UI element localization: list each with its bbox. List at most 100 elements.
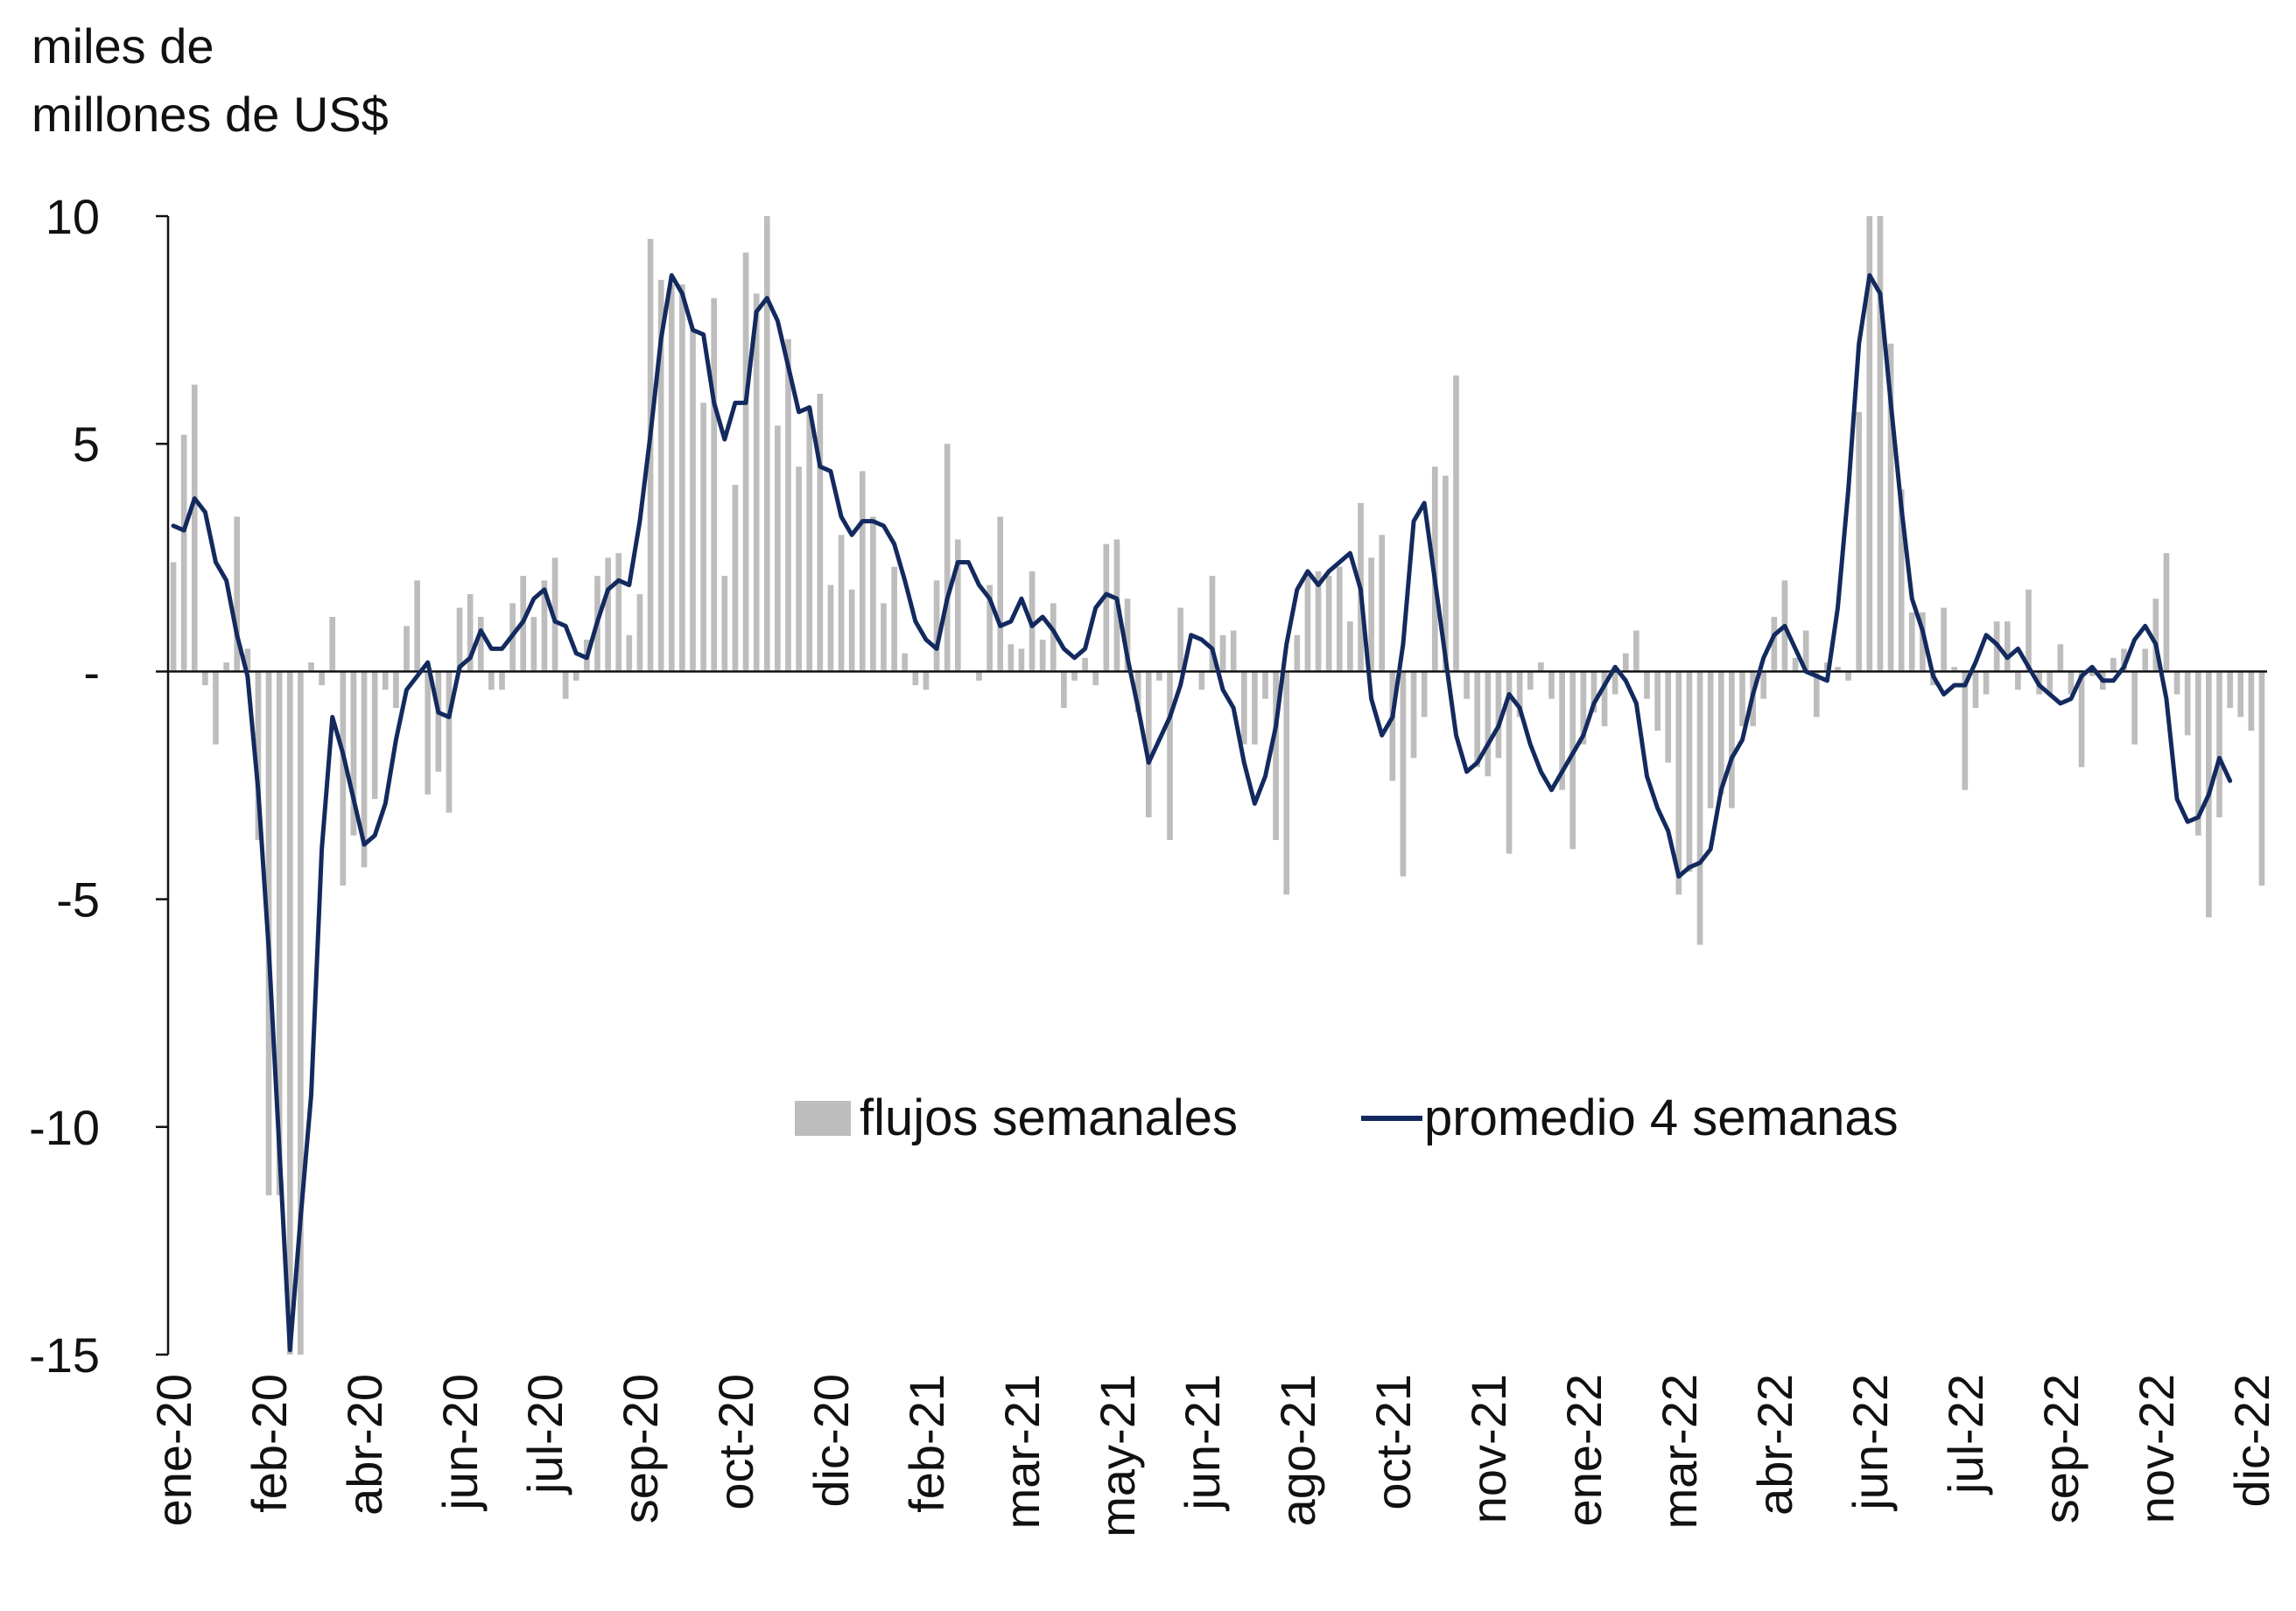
x-tick-label: oct-21 [1366,1374,1421,1510]
bar [1611,671,1618,695]
bar [1485,671,1492,777]
bar [1124,599,1131,672]
bar [1230,630,1237,672]
bar [615,553,622,672]
bar [976,671,982,681]
bar [700,403,706,672]
bar [1008,644,1015,672]
bar [1983,671,1990,695]
bar [170,562,177,672]
bar [848,589,855,672]
bar [2152,599,2159,672]
bar [1018,648,1025,672]
bar [2026,589,2032,672]
bar [1294,634,1301,672]
bar [425,671,432,795]
bar [1527,671,1534,690]
legend-label-flujos: flujos semanales [860,1089,1238,1146]
x-tick-label: jul-20 [517,1374,572,1495]
bar [1601,671,1608,726]
bar [562,671,569,699]
bar [1516,671,1523,718]
bar [2227,671,2233,709]
bar [1400,671,1407,877]
bar [1590,671,1597,713]
bar [446,671,453,813]
y-tick-label: 5 [73,417,100,472]
bar [2194,671,2201,836]
bar [954,539,961,672]
bar [477,616,484,672]
bar [1760,671,1767,699]
x-tick-label: sep-22 [2033,1374,2089,1523]
bar [1856,411,1863,672]
bar [2248,671,2255,732]
x-tick-label: sep-20 [613,1374,668,1523]
x-tick-label: ago-21 [1270,1374,1325,1526]
x-tick-label: ene-20 [146,1374,201,1526]
bar [1347,621,1353,672]
bar [244,648,251,672]
x-tick-label: may-21 [1090,1374,1145,1537]
bar [2078,671,2085,767]
bar [1240,671,1247,745]
bar [1071,671,1078,681]
bar [541,580,548,672]
bar [1707,671,1714,809]
bar [1962,671,1969,790]
x-tick-label: feb-20 [242,1374,297,1513]
x-tick-label: nov-21 [1461,1374,1516,1523]
bar [997,516,1004,672]
bar [1145,671,1152,817]
bar [1283,671,1290,895]
bar [636,593,643,672]
bar [1559,671,1565,790]
bar [1495,671,1502,759]
y-axis-label-line1: miles de [32,18,214,74]
bar [1654,671,1661,732]
bar [180,434,187,672]
bar [213,671,219,745]
bar [202,671,208,686]
x-tick-label: abr-22 [1747,1374,1802,1516]
bar [1061,671,1067,709]
bar [817,393,824,672]
bar [1866,216,1873,672]
bar [1304,571,1311,672]
y-tick-label: -10 [29,1100,100,1155]
bar [1273,671,1279,840]
bar [1368,557,1374,672]
bar [2057,644,2064,672]
bar [1675,671,1682,895]
bar [1908,612,1915,672]
bar [1538,662,1544,672]
bar [1156,671,1162,681]
bar [775,425,781,672]
legend: flujos semanales promedio 4 semanas [795,1089,1899,1146]
x-tick-label: jun-22 [1843,1374,1898,1512]
bar [605,557,611,672]
bar [319,671,325,686]
bar [2163,553,2170,672]
legend-swatch-flujos [795,1101,851,1136]
bar [2216,671,2222,817]
bar [1039,639,1046,672]
bar [881,603,887,672]
bar [2089,671,2096,676]
x-tick-label: dic-20 [804,1374,859,1508]
bar [690,330,696,672]
x-tick-label: jun-21 [1175,1374,1230,1512]
bar [657,279,664,672]
y-tick-label: -5 [56,872,100,928]
bar [647,239,654,672]
bar [276,671,283,1195]
x-tick-label: feb-21 [899,1374,954,1513]
bar [1050,603,1057,672]
bar [1209,576,1216,672]
bar [530,616,537,672]
bar [1813,671,1820,718]
bar [1177,607,1183,672]
bar [467,593,474,672]
bar [1464,671,1470,699]
bar [753,293,760,672]
